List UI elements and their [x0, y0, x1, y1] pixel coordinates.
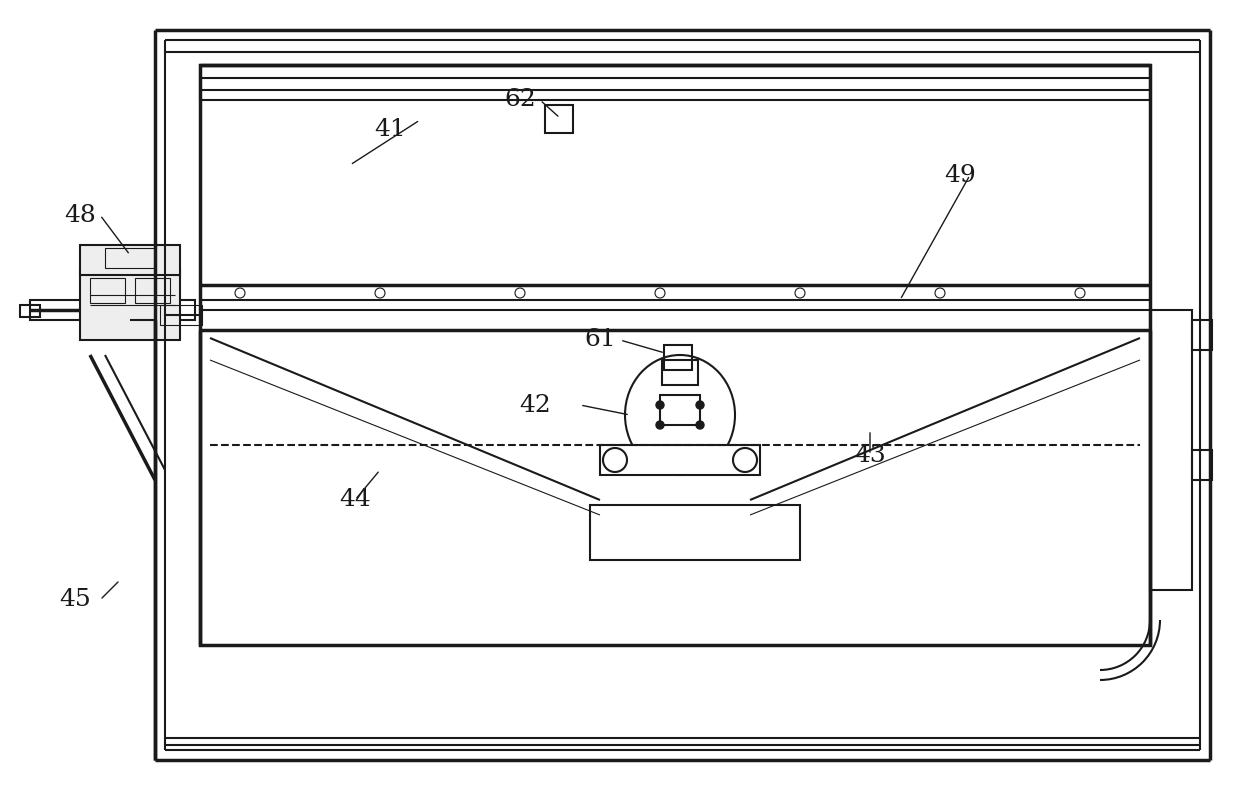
Bar	[30, 300, 195, 320]
Text: 43: 43	[854, 443, 885, 466]
Text: 44: 44	[339, 488, 371, 511]
Text: 41: 41	[374, 118, 405, 141]
Bar	[600, 445, 760, 475]
Bar	[105, 248, 155, 268]
Bar	[660, 395, 701, 425]
Text: 48: 48	[64, 204, 95, 227]
Circle shape	[696, 421, 704, 429]
Bar	[1149, 310, 1192, 590]
Bar	[160, 305, 202, 325]
Bar	[590, 505, 800, 560]
Circle shape	[696, 401, 704, 409]
Bar	[91, 278, 125, 303]
Text: 45: 45	[60, 588, 91, 611]
Bar	[81, 270, 180, 340]
Bar	[1192, 450, 1211, 480]
Bar	[20, 305, 40, 317]
Text: 49: 49	[944, 163, 976, 186]
Bar	[663, 345, 692, 370]
Text: 42: 42	[520, 393, 551, 416]
Bar	[200, 65, 1149, 645]
Text: 61: 61	[584, 328, 616, 351]
Text: 62: 62	[505, 89, 536, 112]
Circle shape	[656, 401, 663, 409]
Bar	[1192, 320, 1211, 350]
Circle shape	[656, 421, 663, 429]
Bar	[135, 278, 170, 303]
Bar	[81, 245, 180, 275]
Bar	[546, 105, 573, 133]
Bar	[662, 360, 698, 385]
Ellipse shape	[625, 355, 735, 475]
